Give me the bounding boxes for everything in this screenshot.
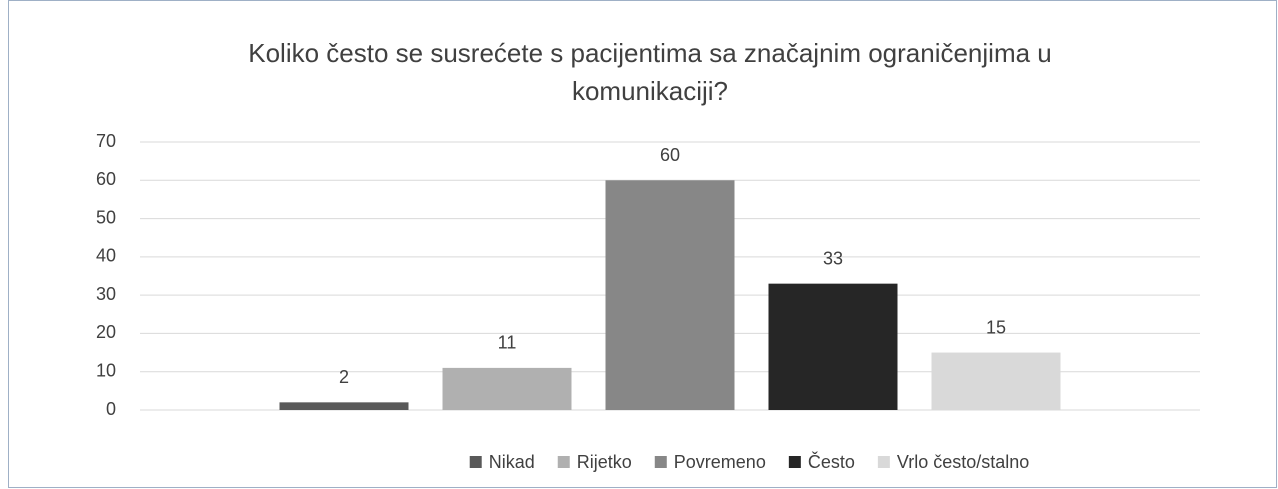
y-tick-label: 20	[96, 322, 116, 342]
legend-label: Često	[808, 451, 855, 472]
legend-swatch	[469, 456, 482, 468]
y-tick-label: 40	[96, 246, 116, 266]
y-tick-label: 0	[106, 399, 116, 419]
legend-swatch	[788, 456, 801, 468]
chart-frame	[8, 0, 1277, 488]
legend-swatch	[557, 456, 570, 468]
bar	[605, 180, 735, 410]
data-label: 33	[823, 248, 843, 268]
chart-title: Koliko često se susrećete s pacijentima …	[248, 38, 1052, 106]
bar	[768, 283, 898, 410]
y-tick-label: 50	[96, 207, 116, 227]
bar	[279, 402, 409, 410]
legend-label: Rijetko	[577, 452, 632, 472]
bar	[931, 352, 1061, 410]
legend-swatch	[877, 456, 890, 468]
y-tick-label: 60	[96, 169, 116, 189]
data-label: 60	[660, 145, 680, 165]
legend-label: Povremeno	[674, 452, 766, 472]
bar	[442, 367, 572, 410]
data-label: 11	[498, 333, 517, 353]
data-label: 2	[339, 367, 349, 387]
y-tick-label: 30	[96, 284, 116, 304]
data-label: 15	[986, 317, 1006, 337]
legend-label: Vrlo često/stalno	[897, 452, 1029, 472]
y-tick-label: 70	[96, 131, 116, 151]
legend-label: Nikad	[489, 452, 535, 472]
y-tick-label: 10	[96, 360, 116, 380]
legend-swatch	[654, 456, 667, 468]
